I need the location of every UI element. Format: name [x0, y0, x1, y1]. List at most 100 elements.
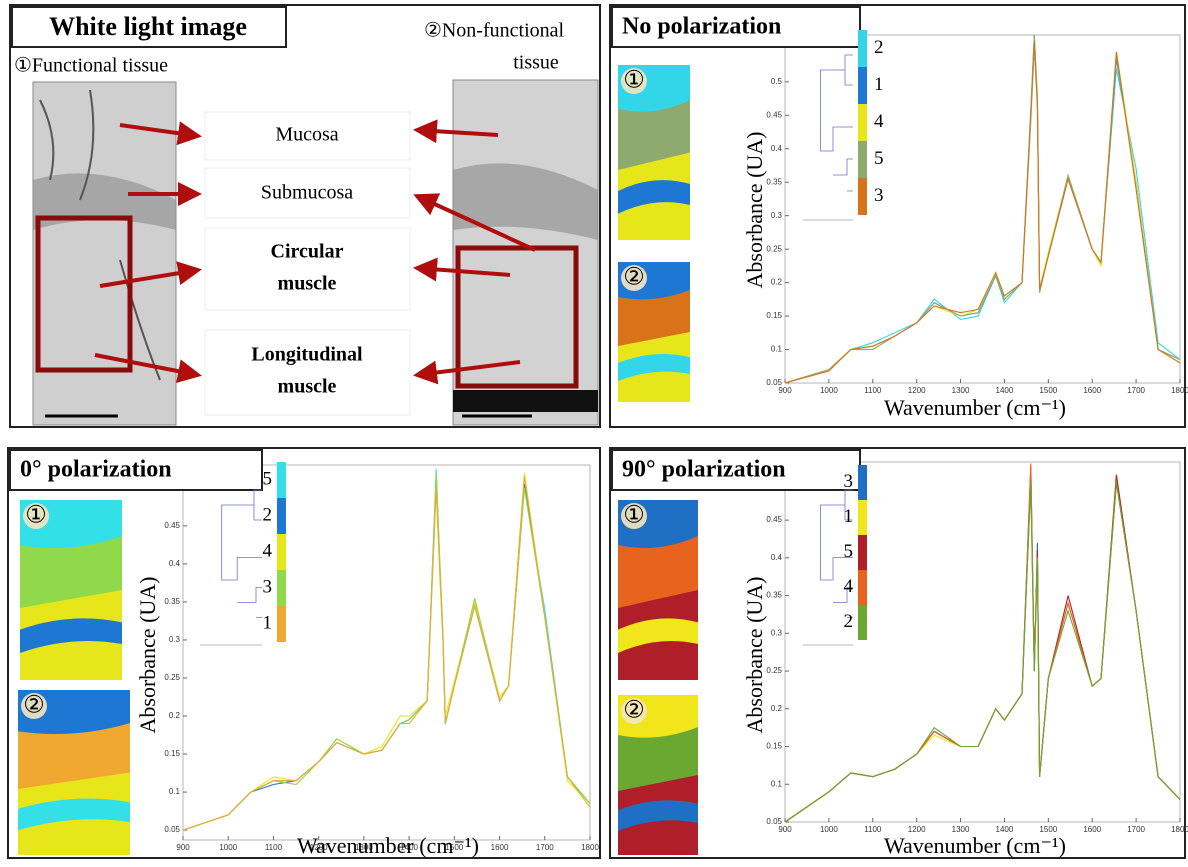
- legend-label: 3: [263, 576, 273, 597]
- plot-area: [784, 461, 1181, 823]
- spectrum-line: [784, 41, 1181, 384]
- x-tick-label: 1200: [310, 843, 328, 852]
- x-tick-label: 1200: [908, 825, 926, 834]
- y-tick-label: 0.2: [771, 278, 783, 287]
- panel-frame: [609, 447, 1186, 859]
- cluster-map-region: [18, 798, 130, 831]
- x-tick-label: 1500: [1039, 825, 1057, 834]
- map-badge: [621, 265, 647, 291]
- x-tick-label: 1100: [864, 825, 882, 834]
- map-label: ①: [623, 68, 645, 94]
- panel-frame: [609, 4, 1186, 428]
- tissue-image: [32, 81, 177, 426]
- x-tick-label: 1700: [1127, 825, 1145, 834]
- y-tick-label: 0.05: [766, 378, 782, 387]
- legend-label: 5: [874, 148, 884, 169]
- region-label: Longitudinal: [251, 344, 363, 366]
- spectrum-line: [182, 476, 591, 831]
- y-tick-label: 0.1: [771, 779, 783, 788]
- map-label: ②: [623, 698, 645, 724]
- x-tick-label: 1300: [355, 843, 373, 852]
- region-labels: Mucosa Submucosa Circular muscle Longitudina…: [251, 124, 363, 398]
- x-tick-label: 1400: [400, 843, 418, 852]
- x-tick-label: 1800: [1171, 825, 1188, 834]
- y-tick-label: 0.3: [771, 211, 783, 220]
- x-tick-label: 900: [176, 843, 190, 852]
- legend-swatch: [858, 104, 867, 141]
- x-tick-label: 1400: [996, 386, 1014, 395]
- y-tick-label: 0.45: [164, 521, 180, 530]
- tissue-label: ①Functional tissue: [14, 55, 168, 77]
- x-tick-label: 1000: [820, 386, 838, 395]
- map-label: ①: [25, 503, 47, 529]
- y-tick-label: 0.4: [169, 559, 181, 568]
- chart: 900 1000 1100 1200 1300 1400 1500 1600 1700 1800 0…: [611, 449, 1188, 858]
- x-tick-label: 1000: [820, 825, 838, 834]
- panel-frame: [7, 447, 601, 859]
- legend-swatch: [858, 67, 867, 104]
- legend-label: 2: [263, 504, 273, 525]
- arrows: [94, 119, 536, 385]
- y-tick-label: 0.25: [766, 666, 782, 675]
- x-axis-label: Wavenumber (cm⁻¹): [297, 833, 479, 858]
- region-boxes: [204, 111, 411, 416]
- plot-area: [182, 464, 591, 841]
- x-tick-label: 1800: [581, 843, 599, 852]
- roi-box: [455, 245, 579, 389]
- legend-label: 2: [874, 37, 884, 58]
- title-box: [611, 6, 861, 48]
- y-tick-label: 0.2: [169, 711, 181, 720]
- panel-title: 90° polarization: [622, 457, 786, 483]
- legend-swatch: [277, 570, 286, 606]
- y-tick-label: 0.15: [766, 311, 782, 320]
- dendrogram: [820, 54, 853, 192]
- spectrum-line: [784, 482, 1181, 823]
- legend-label: 5: [263, 468, 273, 489]
- legend-label: 1: [874, 74, 884, 95]
- region-label: Circular: [271, 241, 344, 263]
- y-tick-label: 0.05: [766, 817, 782, 826]
- y-tick-label: 0.4: [771, 144, 783, 153]
- map-badge: [21, 693, 47, 719]
- legend-swatch: [277, 498, 286, 534]
- legend-swatch: [277, 534, 286, 570]
- x-tick-label: 1200: [908, 386, 926, 395]
- y-tick-label: 0.2: [771, 704, 783, 713]
- tissue-texture: [453, 390, 598, 412]
- region-label: muscle: [278, 273, 337, 295]
- x-tick-label: 1700: [536, 843, 554, 852]
- dendrogram: [820, 489, 853, 618]
- y-tick-label: 0.3: [169, 635, 181, 644]
- tissue-label: tissue: [513, 52, 559, 74]
- y-tick-label: 0.05: [164, 825, 180, 834]
- x-tick-label: 1100: [864, 386, 882, 395]
- cluster-map-region: [618, 800, 698, 831]
- legend-label: 5: [844, 541, 854, 562]
- y-tick-label: 0.45: [766, 515, 782, 524]
- y-tick-label: 0.3: [771, 628, 783, 637]
- x-tick-label: 1000: [219, 843, 237, 852]
- y-tick-label: 0.35: [766, 177, 782, 186]
- x-axis-label: Wavenumber (cm⁻¹): [884, 833, 1066, 858]
- x-tick-label: 1700: [1127, 386, 1145, 395]
- cluster-map-region: [20, 618, 122, 653]
- y-tick-label: 0.4: [771, 553, 783, 562]
- y-tick-label: 0.15: [766, 742, 782, 751]
- map-label: ②: [623, 265, 645, 291]
- legend-swatch: [277, 606, 286, 642]
- chart: 900 1000 1100 1200 1300 1400 1500 1600 1700 1800 0…: [9, 449, 599, 858]
- y-axis-label: Absorbance (UA): [742, 577, 767, 734]
- cluster-map-region: [618, 180, 690, 214]
- x-tick-label: 1600: [1083, 825, 1101, 834]
- legend-swatch: [858, 535, 867, 570]
- panel-frame: [9, 4, 601, 428]
- x-tick-label: 1100: [265, 843, 283, 852]
- legend-swatch: [858, 141, 867, 178]
- legend-label: 4: [844, 576, 854, 597]
- x-tick-label: 1800: [1171, 386, 1188, 395]
- legend-swatch: [858, 570, 867, 605]
- title-box: [9, 449, 263, 491]
- legend-swatch: [277, 462, 286, 498]
- x-tick-label: 1400: [996, 825, 1014, 834]
- y-tick-label: 0.35: [766, 591, 782, 600]
